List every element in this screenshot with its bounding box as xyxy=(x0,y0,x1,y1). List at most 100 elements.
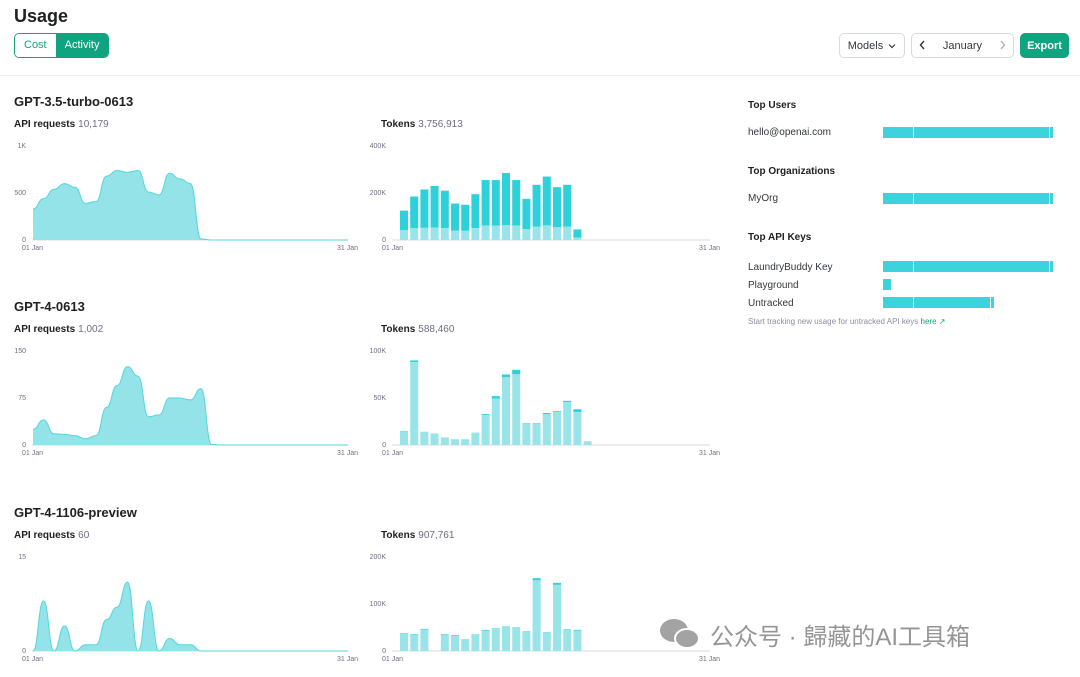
tokens-metric: Tokens 907,761 xyxy=(381,530,454,541)
token-bar-context xyxy=(420,629,429,651)
token-bar-generated xyxy=(553,582,561,585)
requests-line xyxy=(32,169,348,241)
token-bar-context xyxy=(461,439,470,445)
models-dropdown[interactable]: Models xyxy=(839,33,905,58)
token-bar-context xyxy=(563,226,572,240)
token-bar-context xyxy=(532,424,541,445)
token-bar-generated xyxy=(573,629,582,631)
token-bar-context xyxy=(440,228,449,240)
tokens-metric: Tokens 588,460 xyxy=(381,324,454,335)
token-bar-context xyxy=(481,225,490,240)
token-bar-context xyxy=(512,225,521,240)
token-bar-generated xyxy=(491,628,500,630)
token-bar-generated xyxy=(440,634,449,635)
token-bar-context xyxy=(481,414,490,445)
export-button[interactable]: Export xyxy=(1020,33,1069,58)
api-requests-metric: API requests 10,179 xyxy=(14,119,109,130)
token-bar-context xyxy=(502,225,510,240)
token-bar-context xyxy=(502,377,510,445)
model-title: GPT-4-0613 xyxy=(14,299,85,314)
y-tick-label: 200K xyxy=(370,190,387,197)
y-tick-label: 0 xyxy=(382,648,386,655)
token-bar-context xyxy=(553,584,561,651)
token-bar-generated xyxy=(563,400,572,403)
untracked-note: Start tracking new usage for untracked A… xyxy=(748,317,945,326)
tokens-metric: Tokens 3,756,913 xyxy=(381,119,463,130)
token-bar-context xyxy=(542,225,551,240)
metric-value: 10,179 xyxy=(78,119,109,130)
token-bar-generated xyxy=(573,229,582,238)
token-bar-generated xyxy=(522,198,531,230)
token-bar-generated xyxy=(512,369,521,375)
token-bar-generated xyxy=(430,185,439,228)
x-tick-label: 01 Jan xyxy=(22,245,43,252)
token-bar-generated xyxy=(491,396,500,399)
token-bar-context xyxy=(512,628,521,651)
token-bar-context xyxy=(410,362,419,445)
token-bar-generated xyxy=(451,203,459,231)
token-bar-context xyxy=(451,439,459,445)
x-tick-label: 01 Jan xyxy=(22,450,43,457)
y-tick-label: 15 xyxy=(18,554,26,561)
tokens-chart: 200K 100K 001 Jan 31 Jan xyxy=(370,554,720,663)
token-bar-context xyxy=(430,227,439,240)
token-bar-context xyxy=(461,639,470,651)
token-bar-generated xyxy=(502,374,510,378)
y-tick-label: 400K xyxy=(370,143,387,150)
token-bar-context xyxy=(563,402,572,445)
chevron-down-icon xyxy=(888,40,896,52)
x-tick-label: 31 Jan xyxy=(337,245,358,252)
api-requests-metric: API requests 1,002 xyxy=(14,324,103,335)
x-tick-label: 01 Jan xyxy=(22,656,43,663)
token-bar-generated xyxy=(512,180,521,226)
token-bar-generated xyxy=(532,423,541,425)
token-bar-context xyxy=(481,630,490,651)
token-bar-generated xyxy=(481,180,490,226)
watermark: 公众号 · 歸藏的AI工具箱 xyxy=(660,614,970,654)
token-bar-context xyxy=(573,237,582,240)
x-tick-label: 31 Jan xyxy=(699,245,720,252)
token-bar-generated xyxy=(502,626,510,628)
cost-tab[interactable]: Cost xyxy=(15,34,56,57)
api-key-label: Playground xyxy=(748,280,799,291)
y-tick-label: 75 xyxy=(18,395,26,402)
y-tick-label: 0 xyxy=(382,237,386,244)
bar-segment-divider xyxy=(990,297,991,308)
token-bar-generated xyxy=(410,360,419,363)
bar-segment-divider xyxy=(913,127,914,138)
y-tick-label: 0 xyxy=(22,442,26,449)
month-navigator: January xyxy=(911,33,1014,58)
chevron-right-icon[interactable] xyxy=(999,39,1006,53)
top-keys-heading: Top API Keys xyxy=(748,232,812,243)
token-bar-generated xyxy=(410,634,419,635)
view-toggle[interactable]: Cost Activity xyxy=(14,33,110,58)
top-users-heading: Top Users xyxy=(748,100,797,111)
token-bar-context xyxy=(553,227,561,240)
token-bar-context xyxy=(522,424,531,445)
token-bar-generated xyxy=(542,176,551,226)
requests-area xyxy=(33,170,348,240)
token-bar-context xyxy=(400,431,408,445)
y-tick-label: 50K xyxy=(374,395,387,402)
token-bar-context xyxy=(502,627,510,651)
x-tick-label: 01 Jan xyxy=(382,656,403,663)
chevron-left-icon[interactable] xyxy=(919,39,926,53)
token-bar-context xyxy=(440,437,449,445)
token-bar-context xyxy=(553,412,561,445)
token-bar-context xyxy=(400,230,408,240)
token-bar-context xyxy=(522,631,531,651)
activity-tab[interactable]: Activity xyxy=(55,34,109,57)
token-bar-generated xyxy=(400,210,408,231)
bar-segment-divider xyxy=(913,193,914,204)
token-bar-generated xyxy=(563,629,572,631)
token-bar-context xyxy=(471,635,480,651)
user-usage-bar xyxy=(883,127,1053,138)
token-bar-context xyxy=(410,634,419,651)
token-bar-context xyxy=(491,629,500,651)
metric-label: API requests xyxy=(14,324,76,335)
metric-label: API requests xyxy=(14,530,76,541)
token-bar-generated xyxy=(481,413,490,415)
tokens-chart: 100K 50K 001 Jan 31 Jan xyxy=(370,348,720,457)
tracking-link[interactable]: here ↗ xyxy=(920,317,946,326)
token-bar-generated xyxy=(400,633,408,634)
